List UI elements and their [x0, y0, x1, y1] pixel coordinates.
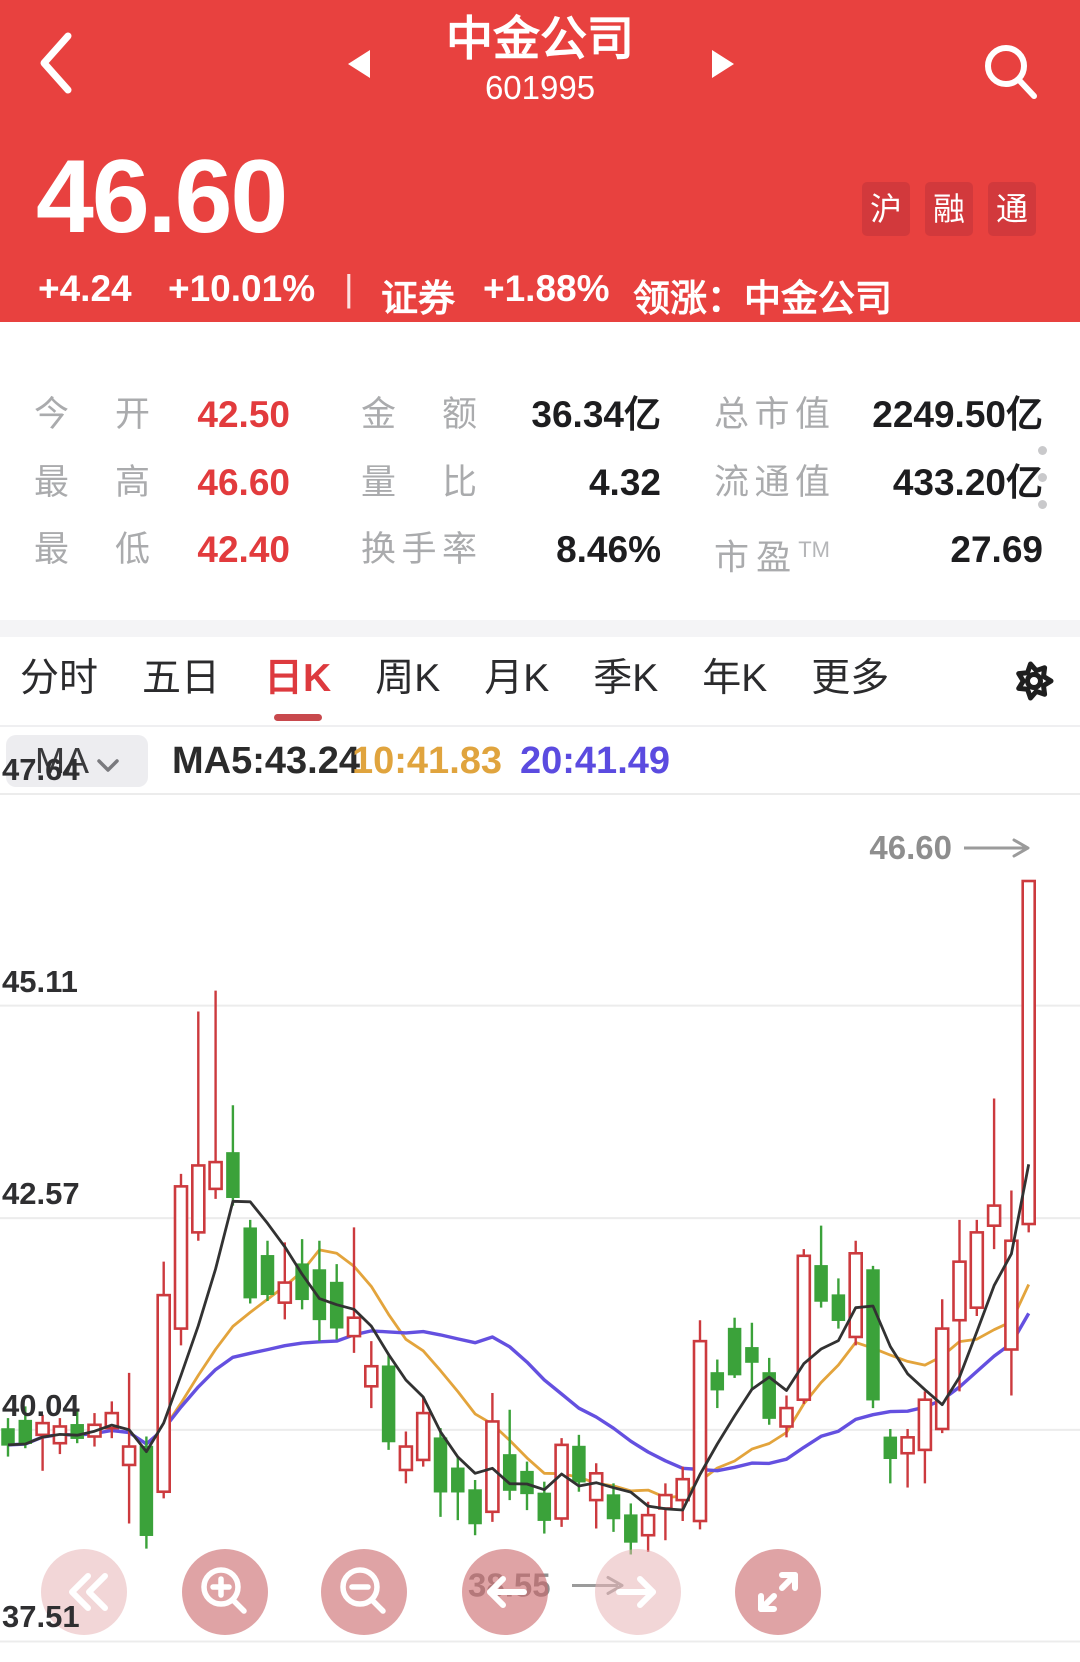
zoom-out-button[interactable]: [321, 1549, 407, 1635]
stat-value: 433.20亿: [892, 462, 1043, 503]
search-button[interactable]: [976, 40, 1046, 104]
stat-value: 8.46%: [556, 529, 661, 570]
page-title: 中金公司: [446, 12, 634, 65]
stat-label: 最高: [34, 463, 150, 502]
stat-cell: 量比 4.32: [361, 461, 661, 505]
stat-label: 最低: [34, 530, 150, 569]
more-stats-indicator[interactable]: [1038, 446, 1047, 527]
period-tab-bar: 分时 五日 日K 周K 月K 季K 年K 更多: [0, 637, 1080, 727]
tab-daily-k[interactable]: 日K: [264, 636, 331, 726]
fullscreen-button[interactable]: [735, 1549, 821, 1635]
back-chevron-icon: [40, 32, 72, 94]
tab-weekly-k[interactable]: 周K: [375, 657, 441, 700]
stat-label: 金额: [361, 395, 477, 434]
sector-name[interactable]: 证券: [381, 278, 455, 319]
badge-1: 融: [925, 182, 973, 236]
badge-2: 通: [988, 182, 1036, 236]
next-stock-icon[interactable]: [712, 50, 734, 78]
stat-cell: 总市值 2249.50亿: [714, 393, 1043, 437]
stat-cell: 市盈TM 27.69: [714, 528, 1043, 578]
chevron-down-icon: [97, 759, 119, 772]
stat-label: 流通值: [714, 463, 830, 502]
tab-five-day[interactable]: 五日: [142, 657, 221, 700]
stock-code: 601995: [484, 69, 596, 106]
tab-more[interactable]: 更多: [811, 657, 890, 700]
stat-label: 换手率: [361, 530, 477, 569]
stats-panel: 今开 42.50 金额 36.34亿 总市值 2249.50亿最高 46.60 量比 4.32 流…: [0, 322, 1080, 620]
stat-cell: 最低 42.40: [34, 528, 290, 572]
pan-left-icon: [487, 1576, 527, 1608]
indicator-bar: MA MA5:43.24 10:41.83 20:41.49: [0, 727, 1080, 790]
pan-right-icon: [616, 1576, 656, 1608]
zoom-out-icon: [340, 1567, 386, 1614]
stat-label: 总市值: [714, 395, 830, 434]
sector-leader[interactable]: 领涨：中金公司: [633, 278, 892, 319]
chart-settings-button[interactable]: [1006, 653, 1062, 709]
header: 中金公司 601995 46.60 沪融通 +4.24 +10.01% | 证券…: [0, 0, 1080, 322]
pan-left-button[interactable]: [462, 1549, 548, 1635]
tab-minute[interactable]: 分时: [20, 657, 99, 700]
stat-label: 市盈TM: [714, 537, 830, 578]
stat-value: 4.32: [588, 462, 661, 503]
stat-cell: 流通值 433.20亿: [714, 461, 1043, 505]
zoom-in-icon: [201, 1567, 247, 1614]
tab-yearly-k[interactable]: 年K: [702, 657, 768, 700]
indicator-selector-label: MA: [35, 740, 89, 781]
back-button[interactable]: [34, 30, 80, 96]
badge-0: 沪: [862, 182, 910, 236]
title-block: 中金公司 601995: [380, 12, 700, 108]
stat-value: 36.34亿: [531, 394, 661, 435]
ma10-value: 10:41.83: [352, 740, 503, 782]
stat-value: 2249.50亿: [872, 394, 1043, 435]
sector-change: +1.88%: [483, 268, 610, 309]
stat-label: 今开: [34, 395, 150, 434]
tab-monthly-k[interactable]: 月K: [484, 657, 550, 700]
rewind-icon: [69, 1573, 108, 1611]
rewind-button[interactable]: [41, 1549, 127, 1635]
divider: |: [344, 268, 354, 309]
market-badges: 沪融通: [862, 182, 1036, 236]
stat-cell: 今开 42.50: [34, 393, 290, 437]
tab-quarterly-k[interactable]: 季K: [593, 657, 659, 700]
high-price-annotation: 46.60: [869, 829, 952, 866]
ma20-value: 20:41.49: [520, 740, 671, 782]
indicator-selector[interactable]: MA: [6, 735, 148, 787]
section-divider: [0, 620, 1080, 637]
current-price: 46.60: [36, 139, 288, 255]
stat-cell: 换手率 8.46%: [361, 528, 661, 572]
zoom-in-button[interactable]: [182, 1549, 268, 1635]
fullscreen-icon: [758, 1572, 798, 1612]
stat-value: 42.50: [197, 394, 290, 435]
stat-cell: 金额 36.34亿: [361, 393, 661, 437]
prev-stock-icon[interactable]: [348, 50, 370, 78]
price-change: +4.24: [38, 268, 132, 309]
stat-value: 27.69: [950, 529, 1043, 570]
stat-cell: 最高 46.60: [34, 461, 290, 505]
pan-right-button[interactable]: [595, 1549, 681, 1635]
stat-value: 42.40: [197, 529, 290, 570]
gear-icon: [1016, 661, 1054, 701]
search-icon: [985, 45, 1037, 99]
stat-label: 量比: [361, 463, 477, 502]
ma5-value: MA5:43.24: [172, 740, 360, 782]
stat-value: 46.60: [197, 462, 290, 503]
price-change-percent: +10.01%: [168, 268, 316, 309]
change-row: +4.24 +10.01% | 证券 +1.88% 领涨：中金公司: [0, 268, 1080, 319]
